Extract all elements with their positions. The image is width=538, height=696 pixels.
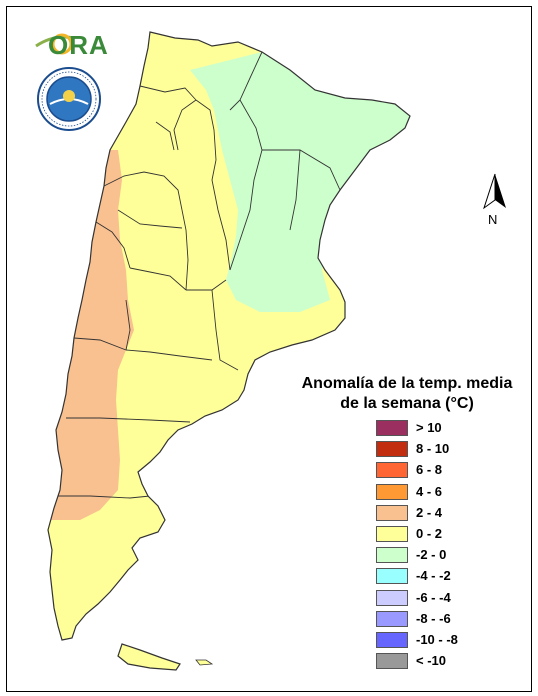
- legend-swatch: [376, 525, 408, 542]
- legend-label: > 10: [416, 420, 442, 435]
- ora-logo-text: ORA: [48, 30, 109, 60]
- legend-swatch: [376, 610, 408, 627]
- north-arrow-icon: [483, 173, 506, 210]
- legend-swatch: [376, 547, 408, 564]
- legend-label: -6 - -4: [416, 589, 451, 605]
- legend-item: > 10: [376, 418, 516, 439]
- legend-item: -10 - -8: [376, 630, 516, 651]
- legend-item: < -10: [376, 651, 516, 672]
- legend-label: -10 - -8: [416, 631, 458, 647]
- legend-title-line2: de la semana (°C): [340, 395, 474, 412]
- legend-item: -2 - 0: [376, 545, 516, 566]
- legend-label: 6 - 8: [416, 462, 443, 478]
- legend-label: -2 - 0: [416, 547, 447, 563]
- tierra-del-fuego: [117, 643, 214, 671]
- legend: > 10 8 - 10 6 - 8 4 - 6 2 - 4 0 - 2 -2 - 0 -4 -…: [376, 418, 516, 672]
- north-label: N: [488, 212, 498, 227]
- ora-logo-swoosh: [35, 33, 75, 55]
- seal-logo: [36, 66, 102, 132]
- province-boundaries: [54, 51, 341, 499]
- legend-swatch: [376, 441, 408, 458]
- ora-logo: ORA: [34, 24, 108, 60]
- legend-label: 4 - 6: [416, 483, 443, 499]
- legend-item: 8 - 10: [376, 439, 516, 460]
- legend-swatch: [376, 631, 408, 648]
- legend-item: 4 - 6: [376, 482, 516, 503]
- legend-swatch: [376, 568, 408, 585]
- legend-item: -4 - -2: [376, 566, 516, 587]
- legend-label: 8 - 10: [416, 441, 450, 457]
- legend-label: -4 - -2: [416, 568, 451, 584]
- legend-title: Anomalía de la temp. media de la semana …: [286, 374, 528, 414]
- legend-label: < -10: [416, 653, 446, 669]
- legend-swatch: [376, 462, 408, 479]
- legend-swatch: [376, 420, 408, 436]
- legend-item: 0 - 2: [376, 524, 516, 545]
- legend-item: 6 - 8: [376, 460, 516, 481]
- north-arrow: [480, 172, 510, 232]
- legend-swatch: [376, 589, 408, 606]
- legend-swatch: [376, 504, 408, 521]
- legend-label: 2 - 4: [416, 504, 443, 520]
- legend-label: -8 - -6: [416, 610, 451, 626]
- legend-item: 2 - 4: [376, 503, 516, 524]
- legend-item: -8 - -6: [376, 609, 516, 630]
- legend-swatch: [376, 483, 408, 500]
- legend-swatch: [376, 653, 408, 670]
- legend-title-line1: Anomalía de la temp. media: [301, 375, 513, 392]
- legend-item: -6 - -4: [376, 588, 516, 609]
- legend-label: 0 - 2: [416, 525, 443, 541]
